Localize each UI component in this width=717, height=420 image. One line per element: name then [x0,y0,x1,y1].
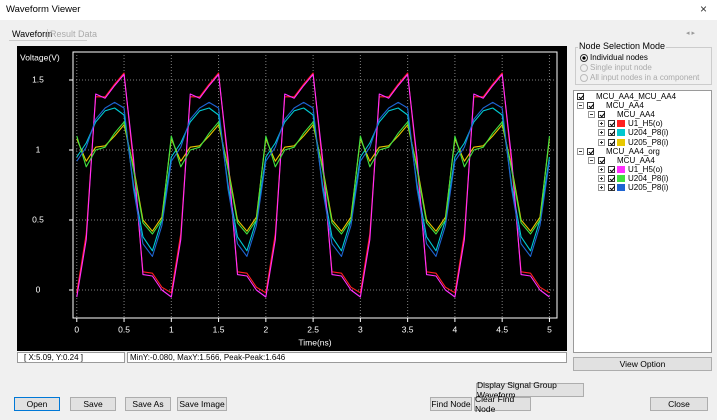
x-tick-label: 3 [358,324,363,334]
tree-group-label: MCU_AA4 [606,101,644,110]
tree-component-label: MCU_AA4 [617,110,655,119]
tree-root-label: MCU_AA4_MCU_AA4 [596,92,676,101]
y-tick-label: 0 [36,284,41,294]
x-tick-label: 3.5 [402,324,414,334]
radio-label[interactable]: All input nodes in a component [590,73,699,82]
expander-plus[interactable] [598,175,605,182]
checkbox[interactable] [608,129,615,136]
radio-button[interactable] [580,74,588,82]
radio-label[interactable]: Individual nodes [590,53,648,62]
find-node-button[interactable]: Find Node [430,397,472,411]
y-axis-label: Voltage(V) [20,52,60,62]
expander[interactable] [588,111,595,118]
legend-label[interactable]: U204_P8(i) [628,128,668,137]
checkbox[interactable] [608,175,615,182]
expander-plus[interactable] [598,139,605,146]
y-tick-label: 1.5 [32,74,44,84]
save-button[interactable]: Save [70,397,116,411]
x-tick-label: 1 [169,324,174,334]
radio-button[interactable] [580,54,588,62]
expander[interactable] [577,148,584,155]
x-axis-label: Time(ns) [298,337,331,347]
x-tick-label: 5 [547,324,552,334]
radio-button[interactable] [580,64,588,72]
checkbox[interactable] [608,139,615,146]
expander-plus[interactable] [598,184,605,191]
view-option-button[interactable]: View Option [573,357,712,371]
checkbox[interactable] [587,148,594,155]
checkbox[interactable] [608,120,615,127]
save-as-button[interactable]: Save As [125,397,171,411]
x-tick-label: 4 [453,324,458,334]
legend-swatch [617,166,625,173]
x-tick-label: 0 [74,324,79,334]
legend-swatch [617,139,625,146]
legend-swatch [617,184,625,191]
checkbox[interactable] [577,93,584,100]
legend-swatch [617,129,625,136]
stats-readout: MinY:-0.080, MaxY:1.566, Peak-Peak:1.646 [130,353,285,362]
y-tick-label: 0.5 [32,214,44,224]
legend-label[interactable]: U1_H5(o) [628,165,663,174]
x-tick-label: 0.5 [118,324,130,334]
x-tick-label: 1.5 [213,324,225,334]
expander[interactable] [577,102,584,109]
checkbox[interactable] [608,166,615,173]
radio-label[interactable]: Single input node [590,63,652,72]
expander[interactable] [588,157,595,164]
legend-label[interactable]: U205_P8(i) [628,183,668,192]
expander-plus[interactable] [598,120,605,127]
x-tick-label: 2.5 [307,324,319,334]
legend-swatch [617,175,625,182]
expander-plus[interactable] [598,129,605,136]
group-title: Node Selection Mode [578,41,666,51]
x-tick-label: 2 [263,324,268,334]
clear-find-node-button[interactable]: Clear Find Node [474,397,531,411]
checkbox[interactable] [598,157,605,164]
tree-component-label: MCU_AA4 [617,156,655,165]
legend-label[interactable]: U205_P8(i) [628,138,668,147]
x-tick-label: 4.5 [496,324,508,334]
legend-swatch [617,120,625,127]
y-tick-label: 1 [36,144,41,154]
plot-background [17,46,567,351]
checkbox[interactable] [587,102,594,109]
save-image-button[interactable]: Save Image [177,397,227,411]
close-button[interactable]: Close [650,397,708,411]
checkbox[interactable] [608,184,615,191]
legend-label[interactable]: U1_H5(o) [628,119,663,128]
legend-label[interactable]: U204_P8(i) [628,174,668,183]
expander-plus[interactable] [598,166,605,173]
open-button[interactable]: Open [14,397,60,411]
cursor-readout: [ X:5.09, Y:0.24 ] [24,353,83,362]
checkbox[interactable] [598,111,605,118]
tree-group-label: MCU_AA4_org [606,147,660,156]
